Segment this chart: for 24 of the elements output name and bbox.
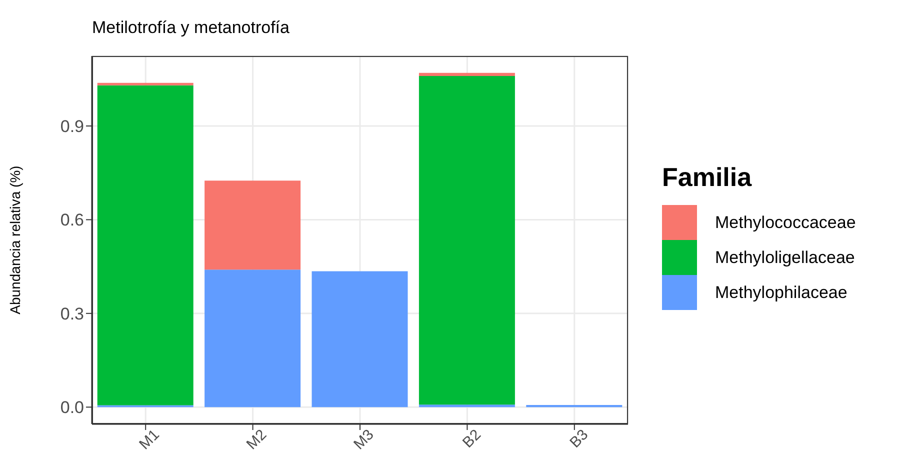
y-tick-label: 0.6 — [60, 210, 84, 230]
bar — [204, 180, 301, 270]
y-axis-title: Abundancia relativa (%) — [6, 166, 23, 314]
bar — [97, 82, 194, 86]
bar — [97, 85, 194, 406]
bar — [418, 404, 515, 408]
bar — [312, 271, 408, 408]
x-tick-label: B3 — [566, 426, 592, 452]
bar — [418, 76, 515, 405]
chart-title: Metilotrofía y metanotrofía — [92, 18, 290, 38]
y-tick-label: 0.9 — [60, 117, 84, 136]
x-tick-label: M2 — [243, 426, 270, 454]
bar — [526, 404, 622, 408]
x-tick-label: M3 — [350, 426, 378, 454]
bar — [418, 72, 515, 76]
x-tick-label: B2 — [459, 426, 484, 452]
x-tick-label: M1 — [136, 426, 163, 454]
legend-title: Familia — [662, 162, 753, 193]
bar — [204, 270, 301, 408]
legend-label: Methylococcaceae — [715, 212, 856, 232]
y-tick-label: 0.3 — [60, 304, 84, 324]
legend-label: Methyloligellaceae — [715, 248, 855, 268]
legend-label: Methylophilaceae — [715, 282, 848, 302]
y-tick-label: 0.0 — [60, 398, 84, 418]
